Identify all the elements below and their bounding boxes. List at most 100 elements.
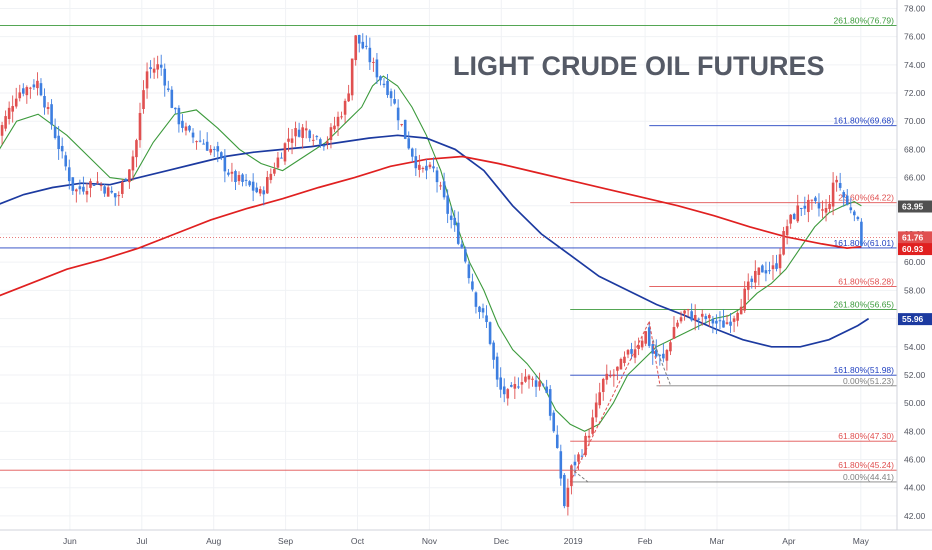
candle-body: [39, 83, 43, 96]
candle-body: [690, 311, 693, 321]
candle-body: [764, 270, 768, 274]
candle-body: [474, 292, 478, 307]
candle-body: [227, 172, 230, 175]
candle-body: [170, 89, 174, 108]
y-tick-label: 58.00: [904, 285, 926, 295]
candle-body: [555, 434, 559, 448]
candle-body: [191, 132, 195, 138]
candle-body: [326, 141, 329, 144]
candle-body: [53, 126, 57, 139]
candle-body: [506, 389, 510, 399]
candle-body: [319, 139, 322, 145]
candle-body: [71, 177, 75, 191]
candle-body: [92, 185, 96, 187]
candle-body: [693, 315, 697, 321]
candle-body: [304, 128, 308, 131]
candle-body: [46, 107, 50, 109]
candle-body: [718, 320, 722, 322]
candle-body: [220, 152, 223, 158]
candle-body: [619, 359, 623, 370]
candle-body: [410, 148, 414, 157]
x-tick-label: May: [853, 536, 870, 546]
chart-title: LIGHT CRUDE OIL FUTURES: [453, 51, 825, 81]
candle-body: [548, 389, 552, 416]
candle-body: [838, 182, 842, 188]
candle-body: [11, 106, 14, 112]
candle-body: [502, 386, 506, 395]
candle-body: [156, 64, 159, 70]
candle-body: [121, 182, 124, 194]
candle-body: [616, 366, 619, 371]
time-axis[interactable]: Jun Jul Aug Sep Oct Nov Dec 2019 Feb Mar Apr May: [63, 536, 870, 546]
candle-body: [297, 129, 301, 137]
candle-body: [460, 244, 464, 248]
candle-body: [110, 190, 113, 193]
candle-body: [432, 166, 435, 169]
candle-body: [43, 95, 46, 108]
candle-body: [686, 309, 690, 311]
candle-body: [640, 340, 644, 348]
candle-body: [403, 119, 407, 139]
candle-body: [644, 331, 647, 344]
candle-body: [700, 313, 704, 317]
x-tick-label: Nov: [422, 536, 438, 546]
candle-body: [311, 139, 315, 141]
candle-body: [481, 308, 485, 313]
candle-body: [336, 116, 340, 127]
candle-body: [471, 281, 474, 290]
candle-body: [21, 88, 25, 94]
candle-body: [750, 278, 754, 282]
candle-body: [676, 322, 679, 327]
candle-body: [566, 487, 570, 507]
candle-body: [4, 116, 7, 129]
candle-body: [594, 402, 598, 418]
candle-body: [357, 34, 361, 44]
candle-body: [849, 207, 853, 211]
candle-body: [743, 288, 746, 311]
candle-body: [265, 177, 269, 194]
candle-body: [442, 181, 446, 198]
candle-body: [379, 76, 382, 81]
fibonacci-levels: 261.80%(76.79) 161.80%(69.68) 23.60%(64.22…: [0, 16, 897, 483]
candle-body: [142, 90, 145, 110]
candle-body: [626, 350, 630, 355]
candle-body: [792, 213, 796, 220]
candle-body: [128, 169, 131, 183]
y-tick-label: 50.00: [904, 398, 926, 408]
candle-body: [103, 186, 106, 194]
candle-body: [464, 249, 467, 262]
candle-body: [375, 59, 379, 78]
candle-body: [396, 107, 400, 121]
candle-body: [393, 99, 396, 104]
candle-body: [545, 386, 548, 393]
x-tick-label: Sep: [278, 536, 293, 546]
y-tick-label: 76.00: [904, 32, 926, 42]
candle-body: [821, 209, 824, 211]
y-tick-label: 44.00: [904, 483, 926, 493]
candle-body: [400, 124, 403, 126]
level-label: 161.80%(69.68): [834, 116, 895, 126]
candle-body: [85, 191, 89, 195]
candle-body: [89, 181, 92, 188]
candle-body: [637, 345, 640, 349]
candle-body: [435, 170, 439, 183]
price-tag-label: 63.95: [902, 202, 924, 212]
x-tick-label: Aug: [206, 536, 221, 546]
candle-body: [845, 195, 849, 205]
price-axis[interactable]: 42.0044.0046.0048.0050.0052.0054.0056.00…: [904, 3, 926, 520]
candle-body: [333, 125, 336, 130]
candle-body: [704, 316, 708, 320]
candle-body: [768, 270, 771, 272]
x-tick-label: Dec: [494, 536, 510, 546]
candle-body: [683, 310, 686, 314]
candle-body: [761, 265, 764, 273]
x-tick-label: Jul: [136, 536, 147, 546]
candle-body: [803, 205, 807, 209]
candle-body: [591, 417, 594, 434]
candle-body: [340, 116, 343, 118]
candle-body: [478, 306, 481, 313]
candle-body: [449, 215, 453, 220]
candle-body: [418, 164, 421, 170]
candle-body: [860, 221, 863, 246]
